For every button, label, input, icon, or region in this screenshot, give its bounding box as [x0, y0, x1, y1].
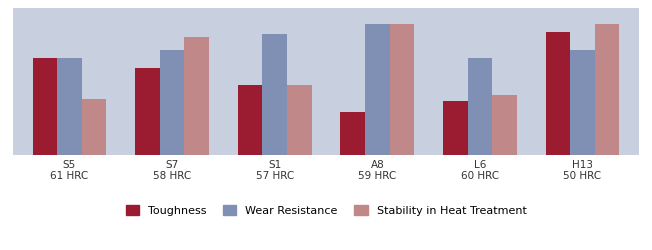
Bar: [390, 24, 414, 155]
Bar: [546, 32, 570, 155]
Bar: [82, 99, 106, 155]
Bar: [135, 68, 160, 155]
Bar: [595, 24, 619, 155]
Bar: [365, 24, 390, 155]
Legend: Toughness, Wear Resistance, Stability in Heat Treatment: Toughness, Wear Resistance, Stability in…: [126, 205, 526, 216]
Bar: [492, 95, 517, 155]
Bar: [160, 50, 185, 155]
Bar: [262, 34, 287, 155]
Bar: [570, 50, 595, 155]
Bar: [443, 101, 467, 155]
Bar: [467, 58, 492, 155]
Bar: [185, 37, 209, 155]
Bar: [287, 85, 312, 155]
Bar: [33, 58, 57, 155]
Bar: [57, 58, 82, 155]
Bar: [238, 85, 262, 155]
Bar: [340, 112, 365, 155]
